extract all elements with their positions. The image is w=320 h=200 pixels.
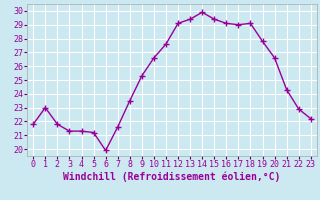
X-axis label: Windchill (Refroidissement éolien,°C): Windchill (Refroidissement éolien,°C) (63, 172, 281, 182)
